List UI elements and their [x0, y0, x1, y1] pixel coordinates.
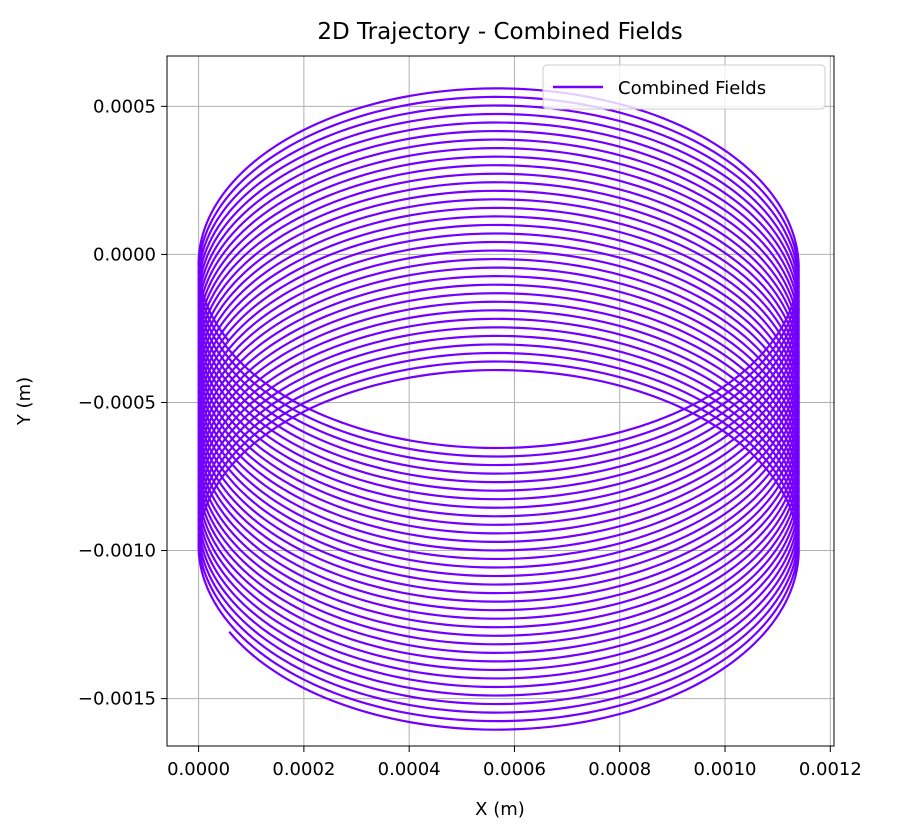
x-tick-label: 0.0000	[167, 759, 230, 780]
y-tick-label: −0.0005	[78, 392, 156, 413]
y-tick-label: 0.0000	[93, 244, 156, 265]
legend: Combined Fields	[542, 64, 826, 110]
plot-area-frame	[166, 55, 835, 747]
x-tick-label: 0.0004	[378, 759, 441, 780]
y-tick-label: −0.0015	[78, 689, 156, 710]
y-tick-label: 0.0005	[93, 96, 156, 117]
x-tick-label: 0.0008	[588, 759, 651, 780]
series-line-combined-fields	[197, 87, 800, 731]
x-axis-ticks: 0.0000 0.0002 0.0004 0.0006 0.0008 0.0010 0.00…	[167, 746, 862, 780]
series-layer	[197, 87, 800, 731]
legend-box	[542, 64, 826, 110]
x-tick-label: 0.0002	[272, 759, 335, 780]
x-axis-title: X (m)	[475, 799, 525, 820]
x-tick-label: 0.0010	[694, 759, 757, 780]
x-tick-label: 0.0012	[799, 759, 862, 780]
y-tick-label: −0.0010	[78, 541, 156, 562]
legend-label: Combined Fields	[618, 78, 766, 99]
chart-title: 2D Trajectory - Combined Fields	[317, 19, 682, 45]
x-tick-label: 0.0006	[483, 759, 546, 780]
y-axis-ticks: 0.0005 0.0000 −0.0005 −0.0010 −0.0015	[78, 96, 167, 710]
y-axis-title: Y (m)	[14, 377, 35, 426]
